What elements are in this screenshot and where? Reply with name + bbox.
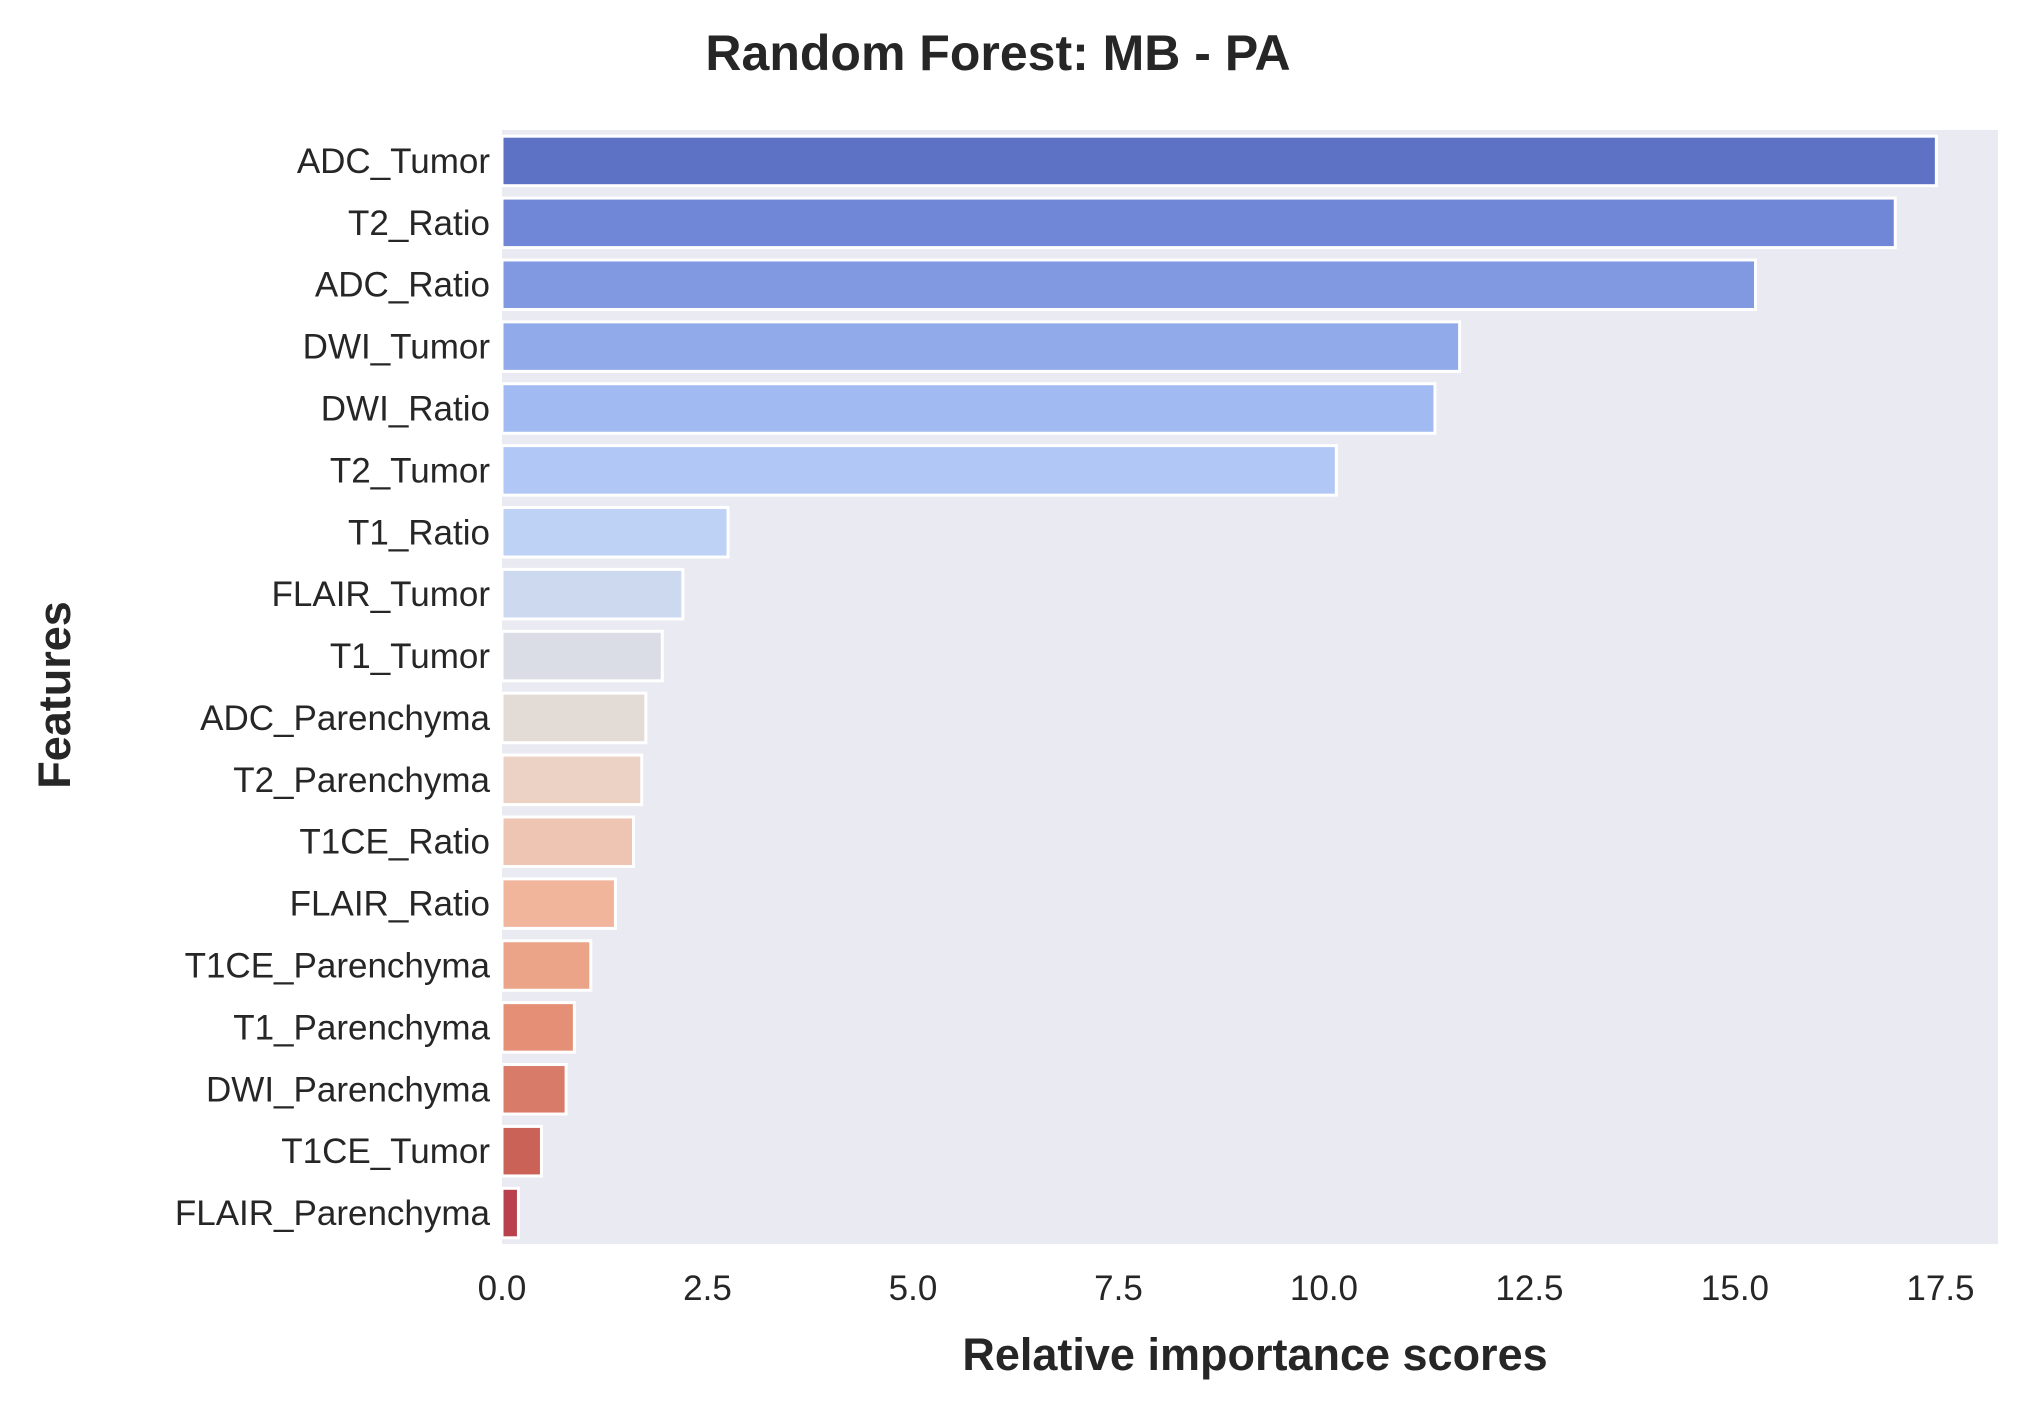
x-tick-label: 7.5 xyxy=(1094,1269,1143,1308)
bar-t1ce-tumor xyxy=(500,1124,543,1178)
bar-adc-ratio xyxy=(500,258,1758,311)
bar-dwi-tumor xyxy=(500,320,1462,373)
x-tick-label: 0.0 xyxy=(478,1269,527,1308)
chart-title: Random Forest: MB - PA xyxy=(705,25,1290,81)
x-tick-label: 17.5 xyxy=(1906,1269,1974,1308)
bar-adc-parenchyma xyxy=(500,691,648,745)
y-tick-label: DWI_Ratio xyxy=(321,390,490,429)
y-tick-label: T1_Tumor xyxy=(330,637,490,676)
x-tick-label: 2.5 xyxy=(683,1269,732,1308)
y-tick-label: T1CE_Tumor xyxy=(281,1132,490,1171)
y-tick-label: ADC_Parenchyma xyxy=(200,699,490,738)
bar-dwi-ratio xyxy=(500,382,1437,435)
bar-adc-tumor xyxy=(500,134,1938,188)
bar-flair-parenchyma xyxy=(500,1186,520,1240)
bar-t1ce-parenchyma xyxy=(500,939,593,992)
bar-t1-ratio xyxy=(500,506,730,559)
y-tick-label: ADC_Tumor xyxy=(297,142,491,181)
y-tick-label: T2_Tumor xyxy=(330,451,490,490)
bars-layer xyxy=(500,134,1938,1240)
y-tick-label: FLAIR_Ratio xyxy=(290,885,490,924)
y-tick-labels: ADC_Tumor T2_Ratio ADC_Ratio DWI_Tumor DWI_R… xyxy=(175,142,491,1233)
bar-flair-ratio xyxy=(500,877,617,930)
y-tick-label: DWI_Parenchyma xyxy=(206,1070,491,1109)
x-tick-label: 15.0 xyxy=(1701,1269,1769,1308)
bar-dwi-parenchyma xyxy=(500,1063,568,1116)
y-tick-label: FLAIR_Parenchyma xyxy=(175,1194,491,1233)
y-tick-label: FLAIR_Tumor xyxy=(272,575,491,614)
y-tick-label: DWI_Tumor xyxy=(303,328,491,367)
bar-t2-tumor xyxy=(500,444,1338,497)
bar-t2-ratio xyxy=(500,196,1897,250)
y-tick-label: ADC_Ratio xyxy=(315,266,490,305)
bar-flair-tumor xyxy=(500,567,685,621)
plot-area xyxy=(502,130,1998,1244)
bar-t1ce-ratio xyxy=(500,815,636,868)
x-tick-label: 5.0 xyxy=(889,1269,938,1308)
x-axis-title: Relative importance scores xyxy=(962,1329,1547,1380)
x-tick-label: 10.0 xyxy=(1290,1269,1358,1308)
y-tick-label: T1CE_Ratio xyxy=(299,823,490,862)
bar-t1-tumor xyxy=(500,629,664,683)
x-tick-label: 12.5 xyxy=(1495,1269,1563,1308)
y-tick-label: T1_Parenchyma xyxy=(233,1008,490,1047)
bar-t1-parenchyma xyxy=(500,1001,576,1054)
y-tick-label: T1CE_Parenchyma xyxy=(185,947,491,986)
y-tick-label: T2_Ratio xyxy=(348,204,490,243)
bar-t2-parenchyma xyxy=(500,753,644,807)
y-tick-label: T1_Ratio xyxy=(348,513,490,552)
y-axis-title: Features xyxy=(29,601,80,789)
y-tick-label: T2_Parenchyma xyxy=(233,761,490,800)
x-tick-labels: 0.0 2.5 5.0 7.5 10.0 12.5 15.0 17.5 xyxy=(478,1269,1975,1308)
